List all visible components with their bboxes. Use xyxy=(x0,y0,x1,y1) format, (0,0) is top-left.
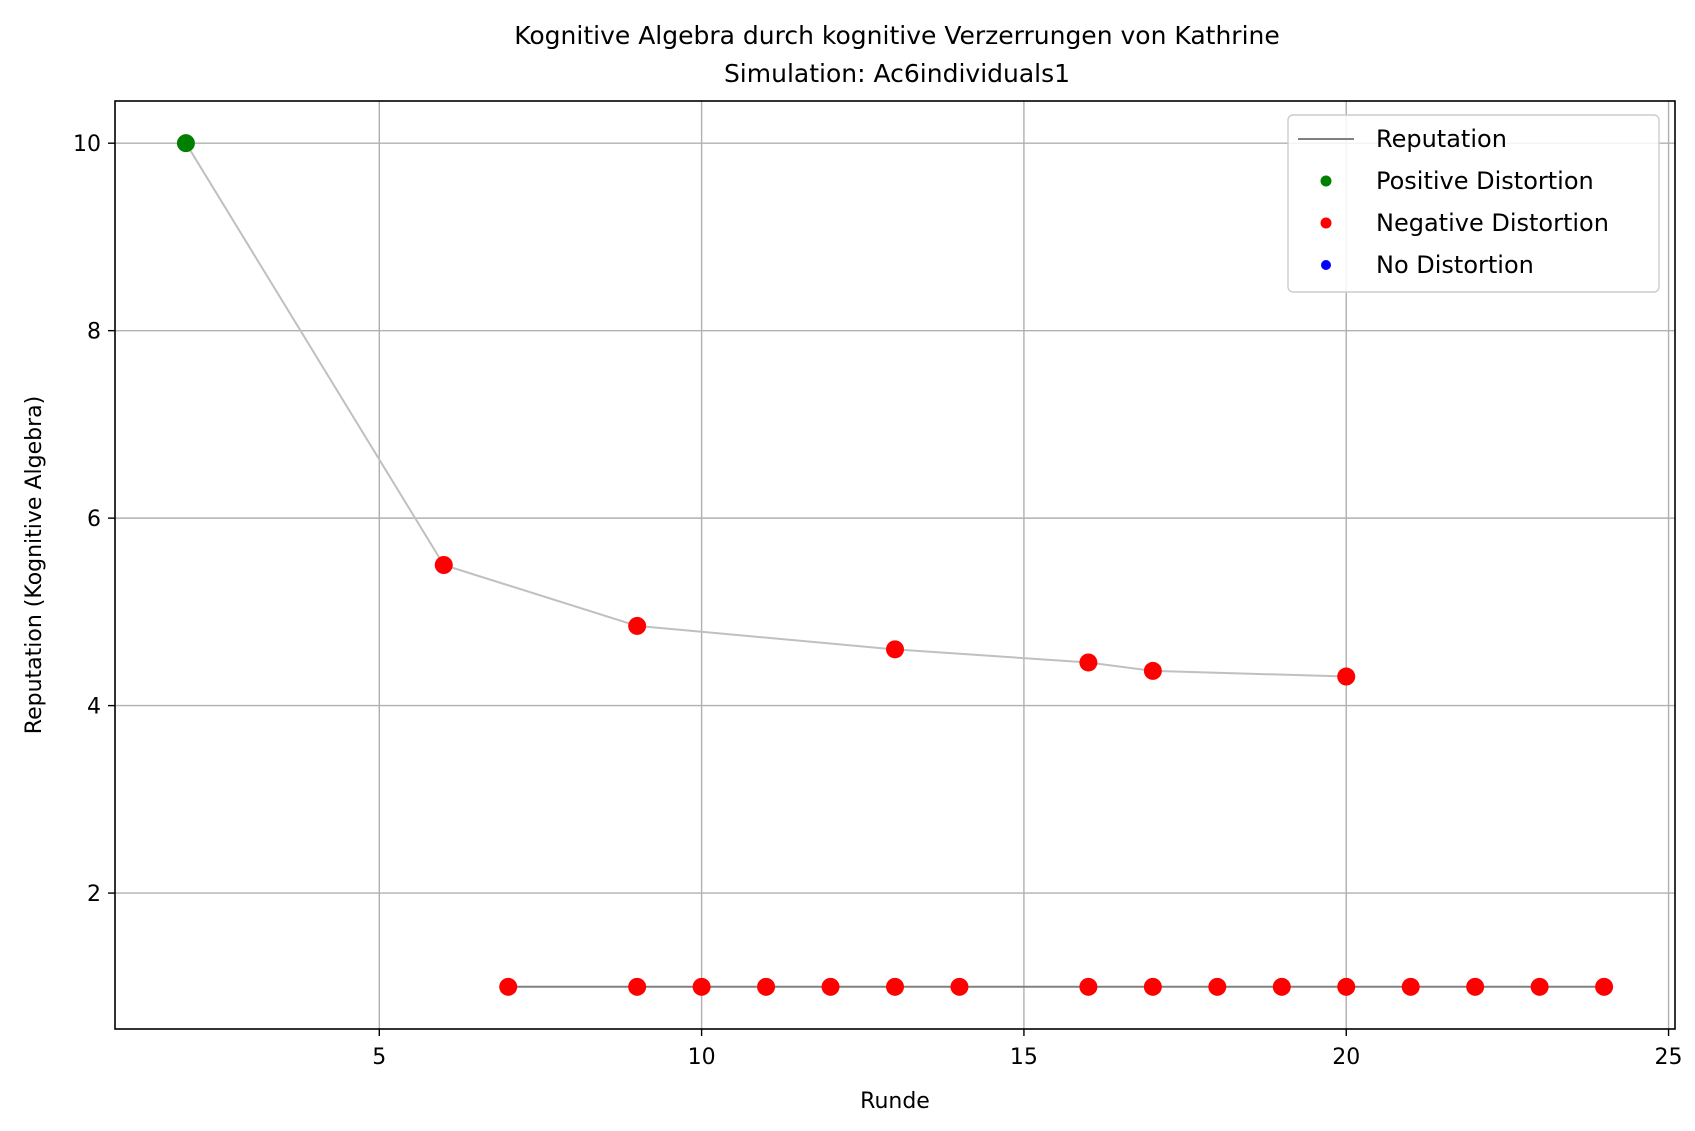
negative-distortion-point xyxy=(1337,977,1356,996)
legend-negative-swatch xyxy=(1320,217,1332,229)
x-tick-label: 25 xyxy=(1655,1045,1683,1070)
negative-distortion-point xyxy=(1401,977,1420,996)
x-tick-label: 10 xyxy=(688,1045,716,1070)
axis-ticks: 5 10 15 20 25 2 4 6 8 10 xyxy=(73,132,1683,1070)
y-tick-label: 4 xyxy=(87,695,101,720)
negative-distortion-point xyxy=(434,556,453,574)
chart-title: Kognitive Algebra durch kognitive Verzer… xyxy=(514,21,1280,50)
legend-reputation-label: Reputation xyxy=(1376,125,1507,153)
plot-area-frame xyxy=(114,100,1676,1030)
y-tick-label: 2 xyxy=(87,882,101,907)
x-axis-label: Runde xyxy=(860,1089,930,1114)
y-tick-label: 8 xyxy=(87,320,101,345)
negative-distortion-point xyxy=(692,977,711,996)
negative-distortion-point xyxy=(1079,653,1098,672)
legend-box xyxy=(1287,114,1660,293)
negative-distortion-point xyxy=(628,616,647,635)
negative-distortion-point xyxy=(886,640,904,659)
negative-distortion-point xyxy=(886,977,904,996)
legend-negative-label: Negative Distortion xyxy=(1376,209,1609,237)
negative-distortion-point xyxy=(1595,977,1614,996)
x-tick-label: 5 xyxy=(372,1045,386,1070)
x-tick-label: 20 xyxy=(1332,1045,1360,1070)
y-tick-label: 6 xyxy=(87,507,101,532)
negative-distortion-point xyxy=(1530,977,1549,996)
positive-distortion-point xyxy=(176,134,195,153)
negative-distortion-point xyxy=(1079,977,1098,996)
data-points xyxy=(176,134,1614,996)
negative-distortion-point xyxy=(499,977,518,996)
y-axis-label: Reputation (Kognitive Algebra) xyxy=(22,396,47,734)
negative-distortion-point xyxy=(1466,977,1485,996)
legend-none-label: No Distortion xyxy=(1376,251,1534,279)
negative-distortion-point xyxy=(1143,977,1162,996)
legend-none-swatch xyxy=(1321,260,1331,270)
negative-distortion-point xyxy=(1272,977,1291,996)
legend: Reputation Positive Distortion Negative … xyxy=(1287,114,1660,293)
legend-positive-swatch xyxy=(1320,175,1332,187)
negative-distortion-point xyxy=(628,977,647,996)
negative-distortion-point xyxy=(1337,667,1356,686)
negative-distortion-point xyxy=(1143,661,1162,680)
negative-distortion-point xyxy=(821,977,840,996)
negative-distortion-point xyxy=(1208,977,1227,996)
negative-distortion-point xyxy=(950,977,969,996)
chart-subtitle: Simulation: Ac6individuals1 xyxy=(724,59,1070,88)
y-tick-label: 10 xyxy=(73,132,101,157)
x-tick-label: 15 xyxy=(1010,1045,1038,1070)
legend-positive-label: Positive Distortion xyxy=(1376,167,1594,195)
negative-distortion-point xyxy=(757,977,776,996)
